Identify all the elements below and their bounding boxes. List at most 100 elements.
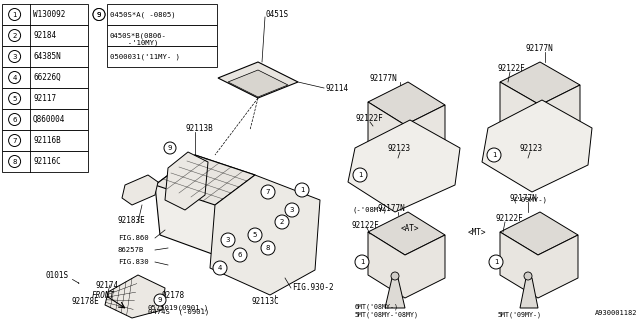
- Circle shape: [233, 248, 247, 262]
- Circle shape: [285, 203, 299, 217]
- Text: 92122F: 92122F: [352, 220, 380, 229]
- Text: 92123: 92123: [520, 143, 543, 153]
- Text: 92122F: 92122F: [495, 213, 523, 222]
- Text: 92177N: 92177N: [370, 74, 397, 83]
- Text: 92116B: 92116B: [33, 136, 61, 145]
- Text: 2: 2: [280, 219, 284, 225]
- Text: 64385N: 64385N: [33, 52, 61, 61]
- Polygon shape: [500, 232, 578, 298]
- Circle shape: [8, 9, 20, 20]
- Bar: [2, 151, 88, 172]
- Polygon shape: [105, 275, 165, 318]
- Circle shape: [213, 261, 227, 275]
- Circle shape: [261, 185, 275, 199]
- Text: 8: 8: [266, 245, 270, 251]
- Text: 0575019(0901-): 0575019(0901-): [148, 305, 209, 311]
- Text: 5: 5: [12, 95, 17, 101]
- Bar: [107, 46, 217, 67]
- Circle shape: [221, 233, 235, 247]
- Text: 9: 9: [97, 12, 101, 18]
- Text: 5MT('08MY-'08MY): 5MT('08MY-'08MY): [355, 312, 419, 318]
- Polygon shape: [368, 82, 445, 125]
- Polygon shape: [482, 100, 592, 192]
- Circle shape: [154, 294, 166, 306]
- Text: 6: 6: [12, 116, 17, 123]
- Text: 92122F: 92122F: [498, 63, 525, 73]
- Circle shape: [275, 215, 289, 229]
- Circle shape: [261, 241, 275, 255]
- Polygon shape: [155, 155, 255, 205]
- Text: 7: 7: [12, 138, 17, 143]
- Circle shape: [8, 114, 20, 125]
- Text: 1: 1: [492, 152, 496, 158]
- Circle shape: [8, 156, 20, 167]
- Text: 0451S: 0451S: [265, 10, 288, 19]
- Polygon shape: [500, 62, 580, 105]
- Text: FIG.860: FIG.860: [118, 235, 148, 241]
- Circle shape: [355, 255, 369, 269]
- Text: 92178E: 92178E: [72, 298, 100, 307]
- Text: 7: 7: [266, 189, 270, 195]
- Text: 9: 9: [157, 297, 163, 303]
- Circle shape: [8, 92, 20, 105]
- Polygon shape: [218, 62, 298, 98]
- Text: 8: 8: [12, 158, 17, 164]
- Text: 1: 1: [12, 12, 17, 18]
- Text: 5: 5: [253, 232, 257, 238]
- Text: <AT>: <AT>: [401, 223, 419, 233]
- Text: 3: 3: [12, 53, 17, 60]
- Circle shape: [487, 148, 501, 162]
- Text: 92174: 92174: [95, 281, 118, 290]
- Circle shape: [164, 142, 176, 154]
- Text: 9: 9: [168, 145, 172, 151]
- Text: 6: 6: [237, 252, 243, 258]
- Polygon shape: [500, 212, 578, 255]
- Text: 92123: 92123: [388, 143, 411, 153]
- Text: 66226Q: 66226Q: [33, 73, 61, 82]
- Polygon shape: [228, 70, 288, 97]
- Text: 92114: 92114: [325, 84, 348, 92]
- Circle shape: [353, 168, 367, 182]
- Circle shape: [295, 183, 309, 197]
- Text: 92177N: 92177N: [525, 44, 553, 52]
- Text: Q860004: Q860004: [33, 115, 65, 124]
- Text: 3: 3: [226, 237, 230, 243]
- Bar: [107, 4, 217, 25]
- Circle shape: [8, 134, 20, 147]
- Circle shape: [93, 9, 105, 20]
- Text: 6MT('08MY-): 6MT('08MY-): [355, 304, 399, 310]
- Polygon shape: [155, 155, 255, 255]
- Text: 92177N: 92177N: [510, 194, 538, 203]
- Circle shape: [489, 255, 503, 269]
- Circle shape: [391, 272, 399, 280]
- Text: 92183E: 92183E: [118, 215, 146, 225]
- Text: 1: 1: [358, 172, 362, 178]
- Text: 92177N: 92177N: [378, 204, 406, 212]
- Text: 92117: 92117: [33, 94, 56, 103]
- Text: 0101S: 0101S: [45, 270, 68, 279]
- Text: 1: 1: [300, 187, 304, 193]
- Text: ('09MY-): ('09MY-): [513, 197, 547, 203]
- Bar: [2, 88, 88, 109]
- Text: 92178: 92178: [162, 291, 185, 300]
- Text: (-'08MY): (-'08MY): [353, 207, 387, 213]
- Circle shape: [93, 9, 105, 20]
- Text: FIG.830: FIG.830: [118, 259, 148, 265]
- Bar: [107, 25, 217, 46]
- Polygon shape: [500, 82, 580, 148]
- Text: 1: 1: [360, 259, 364, 265]
- Bar: [2, 46, 88, 67]
- Bar: [2, 109, 88, 130]
- Circle shape: [8, 29, 20, 42]
- Bar: [2, 67, 88, 88]
- Polygon shape: [368, 102, 445, 168]
- Polygon shape: [348, 120, 460, 212]
- Text: FRONT: FRONT: [92, 291, 115, 300]
- Text: 92113B: 92113B: [185, 124, 212, 132]
- Text: 0450S*A( -0805): 0450S*A( -0805): [110, 11, 175, 18]
- Circle shape: [524, 272, 532, 280]
- Circle shape: [8, 51, 20, 62]
- Circle shape: [8, 71, 20, 84]
- Text: 92122F: 92122F: [355, 114, 383, 123]
- Polygon shape: [385, 278, 405, 308]
